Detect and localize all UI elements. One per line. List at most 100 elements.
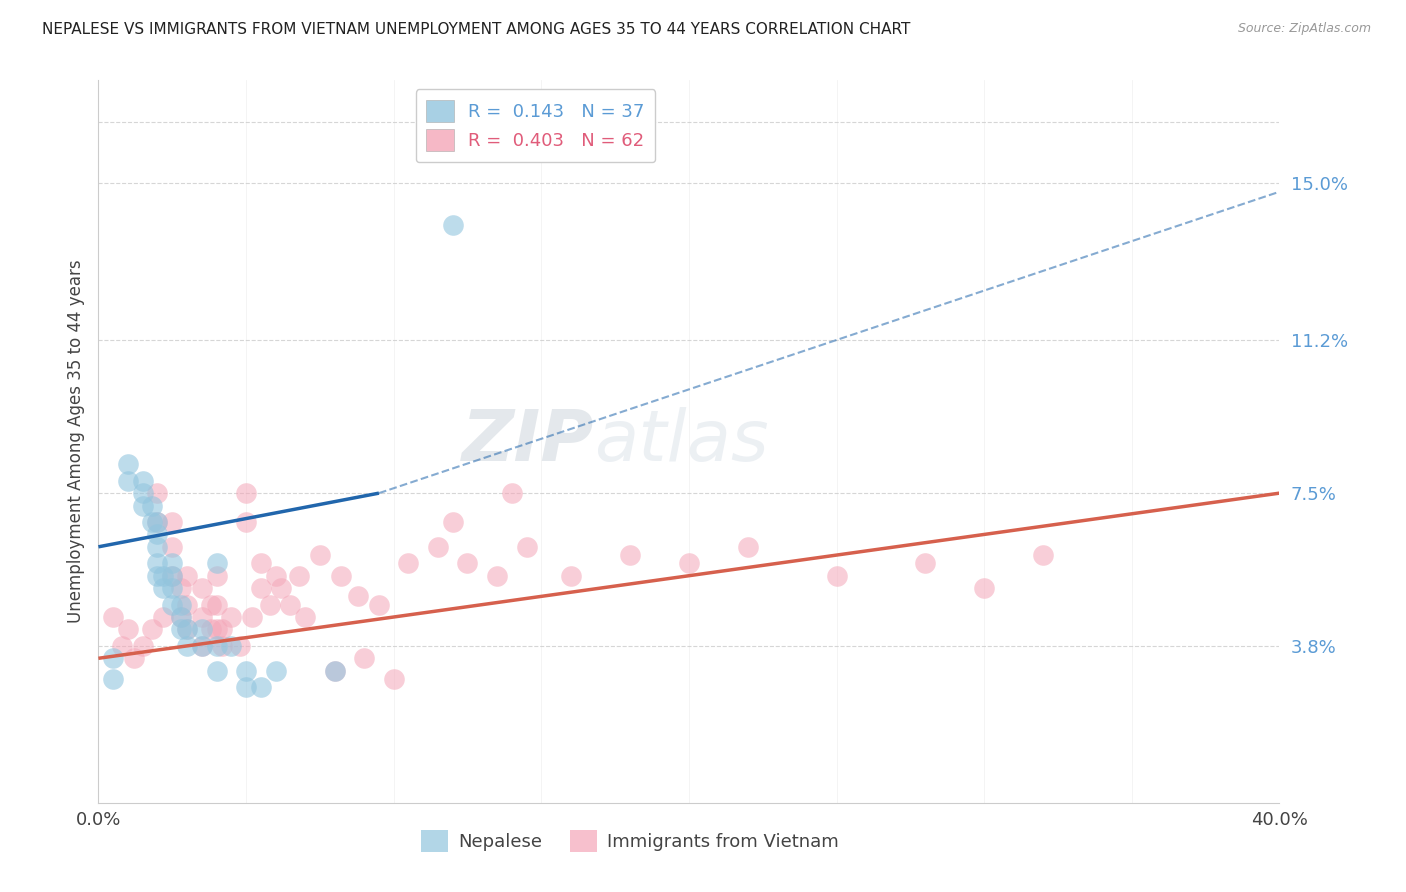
Point	[111, 639, 134, 653]
Point	[191, 610, 214, 624]
Point	[146, 515, 169, 529]
Point	[117, 623, 139, 637]
Legend: Nepalese, Immigrants from Vietnam: Nepalese, Immigrants from Vietnam	[413, 822, 846, 859]
Point	[235, 515, 257, 529]
Point	[205, 557, 228, 571]
Point	[132, 486, 155, 500]
Point	[825, 568, 848, 582]
Point	[1032, 548, 1054, 562]
Point	[152, 610, 174, 624]
Point	[457, 557, 479, 571]
Point	[141, 515, 163, 529]
Point	[191, 639, 214, 653]
Point	[250, 680, 273, 694]
Point	[170, 623, 193, 637]
Point	[152, 568, 174, 582]
Point	[270, 581, 292, 595]
Point	[170, 581, 193, 595]
Point	[221, 610, 243, 624]
Point	[259, 598, 281, 612]
Point	[250, 557, 273, 571]
Point	[162, 515, 183, 529]
Point	[235, 664, 257, 678]
Point	[162, 568, 183, 582]
Point	[264, 664, 287, 678]
Point	[205, 623, 228, 637]
Point	[368, 598, 391, 612]
Point	[486, 568, 509, 582]
Point	[162, 568, 183, 582]
Point	[280, 598, 302, 612]
Text: NEPALESE VS IMMIGRANTS FROM VIETNAM UNEMPLOYMENT AMONG AGES 35 TO 44 YEARS CORRE: NEPALESE VS IMMIGRANTS FROM VIETNAM UNEM…	[42, 22, 911, 37]
Point	[264, 568, 287, 582]
Point	[176, 639, 198, 653]
Point	[211, 623, 233, 637]
Point	[240, 610, 263, 624]
Point	[501, 486, 523, 500]
Point	[132, 499, 155, 513]
Point	[162, 598, 183, 612]
Point	[117, 457, 139, 471]
Point	[205, 598, 228, 612]
Point	[146, 486, 169, 500]
Point	[103, 651, 125, 665]
Point	[309, 548, 332, 562]
Point	[103, 610, 125, 624]
Point	[560, 568, 582, 582]
Point	[132, 639, 155, 653]
Point	[323, 664, 346, 678]
Point	[737, 540, 759, 554]
Point	[441, 515, 464, 529]
Point	[162, 540, 183, 554]
Text: atlas: atlas	[595, 407, 769, 476]
Point	[221, 639, 243, 653]
Point	[329, 568, 352, 582]
Point	[294, 610, 316, 624]
Point	[353, 651, 375, 665]
Point	[141, 623, 163, 637]
Point	[678, 557, 700, 571]
Y-axis label: Unemployment Among Ages 35 to 44 years: Unemployment Among Ages 35 to 44 years	[66, 260, 84, 624]
Point	[347, 590, 370, 604]
Point	[176, 623, 198, 637]
Point	[250, 581, 273, 595]
Point	[205, 639, 228, 653]
Point	[117, 474, 139, 488]
Point	[176, 623, 198, 637]
Point	[146, 540, 169, 554]
Text: ZIP: ZIP	[463, 407, 595, 476]
Point	[973, 581, 995, 595]
Point	[619, 548, 641, 562]
Point	[176, 598, 198, 612]
Point	[146, 527, 169, 541]
Point	[382, 672, 405, 686]
Point	[235, 486, 257, 500]
Point	[132, 474, 155, 488]
Point	[427, 540, 450, 554]
Point	[200, 623, 222, 637]
Point	[229, 639, 252, 653]
Point	[323, 664, 346, 678]
Point	[170, 610, 193, 624]
Text: Source: ZipAtlas.com: Source: ZipAtlas.com	[1237, 22, 1371, 36]
Point	[288, 568, 311, 582]
Point	[200, 598, 222, 612]
Point	[398, 557, 420, 571]
Point	[103, 672, 125, 686]
Point	[146, 515, 169, 529]
Point	[205, 568, 228, 582]
Point	[441, 218, 464, 232]
Point	[146, 568, 169, 582]
Point	[205, 664, 228, 678]
Point	[191, 623, 214, 637]
Point	[170, 598, 193, 612]
Point	[162, 557, 183, 571]
Point	[176, 568, 198, 582]
Point	[152, 581, 174, 595]
Point	[235, 680, 257, 694]
Point	[516, 540, 538, 554]
Point	[162, 581, 183, 595]
Point	[141, 499, 163, 513]
Point	[914, 557, 936, 571]
Point	[191, 581, 214, 595]
